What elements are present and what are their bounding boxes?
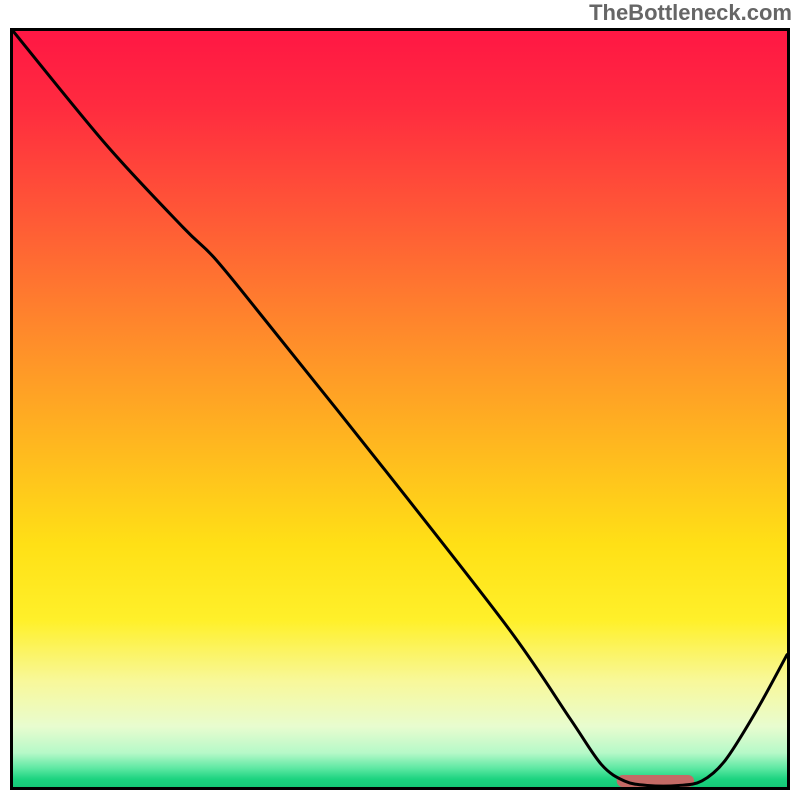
chart-root: { "watermark": { "text": "TheBottleneck.…: [0, 0, 800, 800]
plot-border: [10, 28, 790, 31]
plot-border: [787, 28, 790, 790]
bottleneck-gradient-chart: [0, 0, 800, 800]
plot-border: [10, 787, 790, 790]
watermark-text: TheBottleneck.com: [589, 0, 792, 26]
plot-border: [10, 28, 13, 790]
gradient-background: [13, 31, 787, 787]
